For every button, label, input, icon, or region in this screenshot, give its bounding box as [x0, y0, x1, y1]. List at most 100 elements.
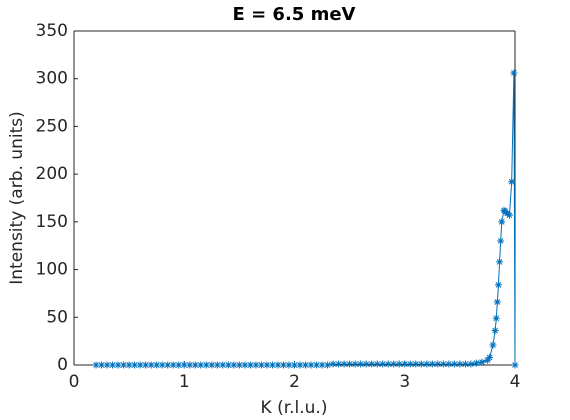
data-point	[158, 361, 166, 369]
data-point	[114, 361, 122, 369]
data-point	[296, 361, 304, 369]
asterisk	[439, 360, 447, 368]
asterisk	[241, 361, 249, 369]
y-tick-label: 50	[46, 307, 68, 327]
data-point	[241, 361, 249, 369]
asterisk	[510, 69, 518, 77]
data-point	[483, 356, 491, 364]
data-line	[96, 72, 516, 366]
y-tick-label: 350	[36, 21, 68, 41]
data-point	[219, 361, 227, 369]
asterisk	[472, 359, 480, 367]
asterisk	[125, 361, 133, 369]
data-point	[406, 360, 414, 368]
asterisk	[390, 360, 398, 368]
data-point	[384, 360, 392, 368]
asterisk	[103, 361, 111, 369]
asterisk	[461, 360, 469, 368]
asterisk	[136, 361, 144, 369]
asterisk	[493, 298, 501, 306]
data-point	[109, 361, 117, 369]
asterisk	[191, 361, 199, 369]
data-point	[335, 360, 343, 368]
asterisk	[131, 361, 139, 369]
data-point	[175, 361, 183, 369]
x-axis-label: K (r.l.u.)	[261, 398, 328, 418]
x-tick-label: 1	[179, 372, 190, 392]
data-point	[439, 360, 447, 368]
data-point	[246, 361, 254, 369]
asterisk	[92, 361, 100, 369]
data-point	[131, 361, 139, 369]
data-point	[434, 360, 442, 368]
y-tick-label: 250	[36, 116, 68, 136]
data-point	[492, 314, 500, 322]
asterisk	[346, 360, 354, 368]
asterisk	[412, 360, 420, 368]
data-point	[496, 258, 504, 266]
asterisk	[180, 361, 188, 369]
asterisk	[505, 211, 513, 219]
data-point	[491, 327, 499, 335]
asterisk	[120, 361, 128, 369]
data-point	[498, 218, 506, 226]
asterisk	[230, 361, 238, 369]
asterisk	[296, 361, 304, 369]
data-point	[340, 360, 348, 368]
asterisk	[98, 361, 106, 369]
asterisk	[497, 237, 505, 245]
data-point	[257, 361, 265, 369]
data-point	[478, 358, 486, 366]
y-tick-label: 150	[36, 212, 68, 232]
data-point	[180, 361, 188, 369]
asterisk	[235, 361, 243, 369]
asterisk	[483, 356, 491, 364]
asterisk	[406, 360, 414, 368]
asterisk	[351, 360, 359, 368]
data-point	[136, 361, 144, 369]
data-point	[103, 361, 111, 369]
asterisk	[147, 361, 155, 369]
data-point	[98, 361, 106, 369]
data-point	[285, 361, 293, 369]
chart-title: E = 6.5 meV	[233, 4, 356, 25]
asterisk	[114, 361, 122, 369]
data-point	[279, 361, 287, 369]
asterisk	[423, 360, 431, 368]
data-point	[147, 361, 155, 369]
asterisk	[307, 361, 315, 369]
data-point	[428, 360, 436, 368]
data-point	[164, 361, 172, 369]
data-point	[169, 361, 177, 369]
asterisk	[489, 341, 497, 349]
asterisk	[491, 327, 499, 335]
asterisk	[508, 178, 516, 186]
data-point	[208, 361, 216, 369]
data-point	[252, 361, 260, 369]
asterisk	[164, 361, 172, 369]
asterisk	[456, 360, 464, 368]
data-point	[318, 361, 326, 369]
data-point	[153, 361, 161, 369]
data-point	[508, 178, 516, 186]
asterisk	[208, 361, 216, 369]
data-point	[291, 361, 298, 369]
asterisk	[486, 353, 494, 361]
y-tick-label: 200	[36, 164, 68, 184]
asterisk	[142, 361, 150, 369]
asterisk	[379, 360, 387, 368]
data-point	[417, 360, 425, 368]
data-point	[263, 361, 271, 369]
data-point	[230, 361, 238, 369]
data-point	[197, 361, 205, 369]
asterisk	[318, 361, 326, 369]
y-tick-label: 0	[57, 355, 68, 375]
asterisk	[279, 361, 287, 369]
data-point	[472, 359, 480, 367]
data-point	[445, 360, 453, 368]
asterisk	[219, 361, 227, 369]
x-tick-label: 2	[289, 372, 300, 392]
asterisk	[268, 361, 276, 369]
data-point	[368, 360, 376, 368]
